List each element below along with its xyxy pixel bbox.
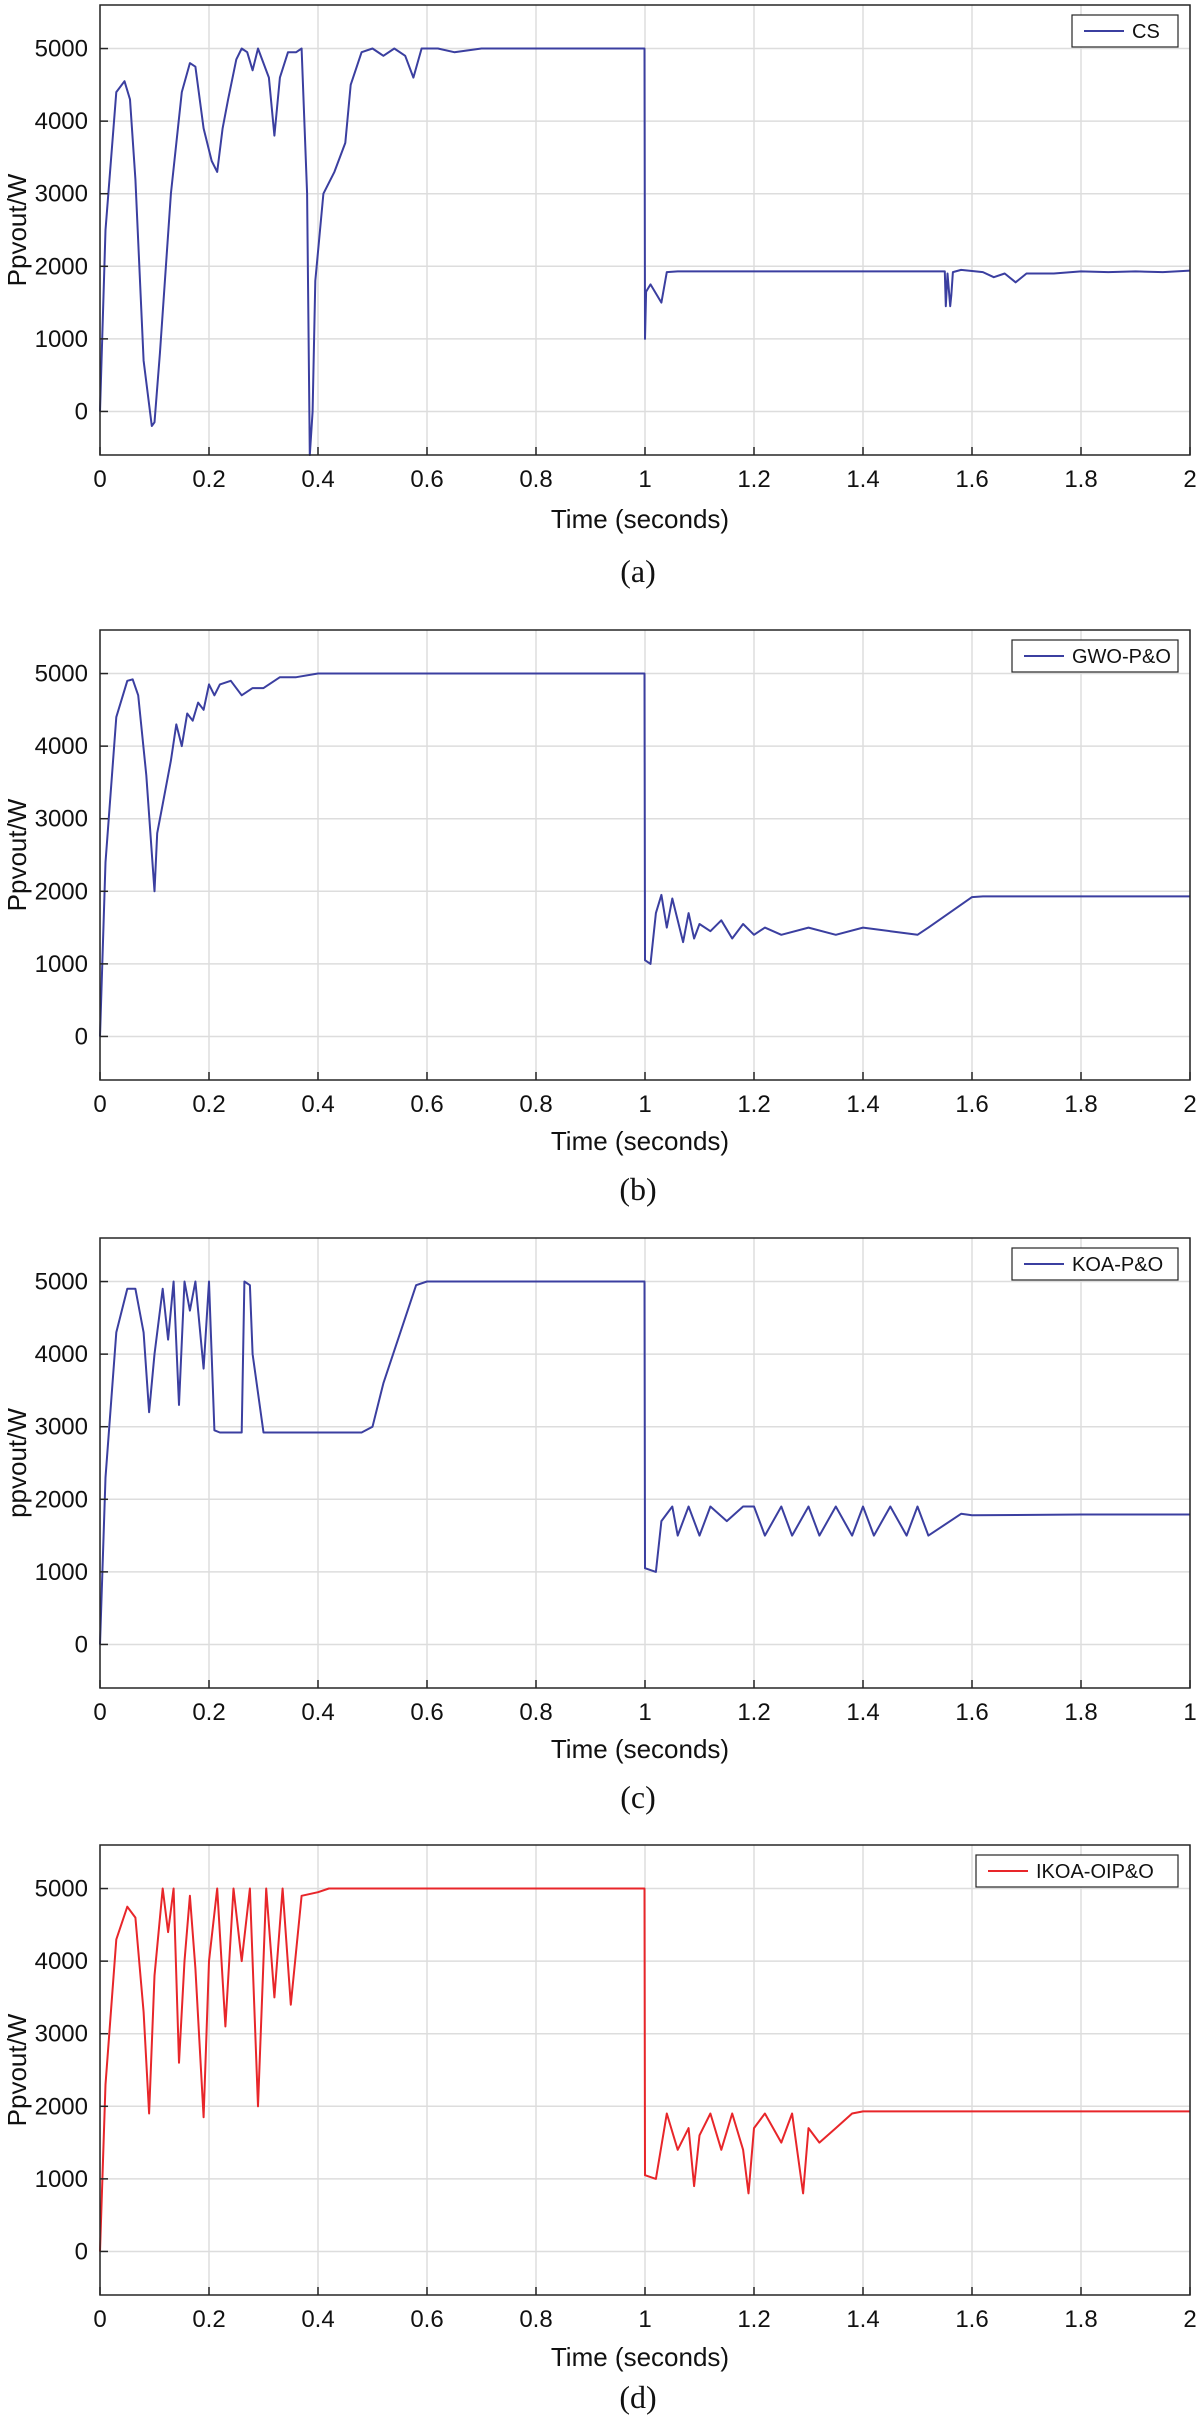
panel-caption: (b) (619, 1171, 656, 1207)
chart-panel-4: 0 0.2 0.4 0.6 0.8 1 1.2 1.4 1.6 1.8 2 0 1000 2000 3000… (2, 1844, 1197, 2415)
x-axis-label: Time (seconds) (551, 1126, 729, 1156)
x-tick-label: 1.6 (955, 1699, 988, 1726)
x-tick-label: 1 (638, 1091, 651, 1118)
legend-label: KOA-P&O (1072, 1254, 1163, 1276)
panel-caption: (a) (620, 553, 656, 589)
x-tick-label: 1.2 (737, 2306, 770, 2333)
x-tick-label: 0.6 (410, 466, 443, 493)
x-tick-label: 0.6 (410, 1699, 443, 1726)
y-tick-label: 1000 (35, 326, 88, 353)
y-tick-label: 3000 (35, 806, 88, 833)
x-tick-label: 1.2 (737, 1091, 770, 1118)
y-tick-label: 4000 (35, 733, 88, 760)
x-tick-label: 1 (1183, 1699, 1196, 1726)
y-tick-label: 5000 (35, 36, 88, 63)
x-tick-label: 1.8 (1064, 1091, 1097, 1118)
x-tick-label: 0 (93, 466, 106, 493)
x-tick-label: 0 (93, 1091, 106, 1118)
x-tick-label: 1.6 (955, 2306, 988, 2333)
x-tick-label: 1.6 (955, 1091, 988, 1118)
series-line-1 (99, 1887, 1190, 2252)
x-tick-label: 0 (93, 1699, 106, 1726)
x-tick-label: 0.6 (410, 1091, 443, 1118)
x-tick-label: 1.8 (1064, 2306, 1097, 2333)
x-tick-label: 0.8 (519, 1091, 552, 1118)
y-tick-label: 1000 (35, 2166, 88, 2193)
panel-caption: (c) (620, 1779, 656, 1815)
chart-panel-1: 0 0.2 0.4 0.6 0.8 1 1.2 1.4 1.6 1.8 2 0 1000 2000 3000… (2, 4, 1197, 589)
x-tick-label: 1.4 (846, 1699, 879, 1726)
x-axis-label: Time (seconds) (551, 2342, 729, 2372)
series-line-1 (99, 47, 1191, 456)
y-axis-label: Ppvout/W (2, 798, 32, 911)
legend: KOA-P&O (1011, 1247, 1179, 1281)
x-tick-label: 2 (1183, 1091, 1196, 1118)
x-tick-label: 1 (638, 2306, 651, 2333)
y-tick-label: 3000 (35, 1414, 88, 1441)
x-tick-label: 0.4 (301, 1699, 334, 1726)
y-tick-label: 4000 (35, 1341, 88, 1368)
x-tick-label: 0 (93, 2306, 106, 2333)
x-tick-label: 0.2 (192, 2306, 225, 2333)
y-axis-label: ppvout/W (2, 1408, 32, 1518)
y-tick-label: 5000 (35, 661, 88, 688)
legend-label: GWO-P&O (1072, 646, 1171, 668)
y-tick-label: 0 (75, 398, 88, 425)
x-tick-label: 0.4 (301, 2306, 334, 2333)
legend: IKOA-OIP&O (975, 1854, 1179, 1888)
x-tick-label: 1.4 (846, 1091, 879, 1118)
y-tick-label: 2000 (35, 1486, 88, 1513)
x-tick-label: 0.4 (301, 466, 334, 493)
x-tick-label: 0.4 (301, 1091, 334, 1118)
y-tick-label: 2000 (35, 878, 88, 905)
x-tick-label: 2 (1183, 466, 1196, 493)
series-line-1 (99, 672, 1190, 1037)
legend: GWO-P&O (1011, 639, 1179, 673)
x-axis-label: Time (seconds) (551, 504, 729, 534)
x-tick-label: 1 (638, 466, 651, 493)
y-tick-label: 2000 (35, 2093, 88, 2120)
y-axis-label: Ppvout/W (2, 2013, 32, 2126)
y-tick-label: 1000 (35, 1559, 88, 1586)
x-tick-label: 1.4 (846, 2306, 879, 2333)
y-tick-label: 3000 (35, 2021, 88, 2048)
y-axis-label: Ppvout/W (2, 173, 32, 286)
x-tick-label: 0.8 (519, 1699, 552, 1726)
y-tick-label: 0 (75, 1023, 88, 1050)
chart-panel-2: 0 0.2 0.4 0.6 0.8 1 1.2 1.4 1.6 1.8 2 0 1000 2000 3000… (2, 629, 1197, 1207)
y-tick-label: 4000 (35, 1948, 88, 1975)
x-tick-label: 1.6 (955, 466, 988, 493)
y-tick-label: 4000 (35, 108, 88, 135)
x-tick-label: 0.2 (192, 466, 225, 493)
x-tick-label: 0.8 (519, 466, 552, 493)
x-tick-label: 1.8 (1064, 466, 1097, 493)
x-tick-label: 0.2 (192, 1091, 225, 1118)
y-tick-label: 3000 (35, 181, 88, 208)
x-tick-label: 2 (1183, 2306, 1196, 2333)
series-line-1 (99, 1280, 1190, 1645)
y-tick-label: 1000 (35, 951, 88, 978)
x-tick-label: 1.2 (737, 466, 770, 493)
x-tick-label: 0.2 (192, 1699, 225, 1726)
x-tick-label: 1.8 (1064, 1699, 1097, 1726)
y-tick-label: 2000 (35, 253, 88, 280)
y-tick-label: 5000 (35, 1269, 88, 1296)
legend-label: IKOA-OIP&O (1036, 1861, 1154, 1883)
y-tick-label: 0 (75, 2238, 88, 2265)
legend-label: CS (1132, 21, 1160, 43)
x-tick-label: 0.8 (519, 2306, 552, 2333)
x-tick-label: 1.4 (846, 466, 879, 493)
y-tick-label: 0 (75, 1631, 88, 1658)
x-tick-label: 0.6 (410, 2306, 443, 2333)
panel-caption: (d) (619, 2379, 656, 2415)
x-tick-label: 1 (638, 1699, 651, 1726)
y-tick-label: 5000 (35, 1876, 88, 1903)
legend: CS (1071, 14, 1179, 48)
x-axis-label: Time (seconds) (551, 1734, 729, 1764)
x-tick-label: 1.2 (737, 1699, 770, 1726)
chart-panel-3: 0 0.2 0.4 0.6 0.8 1 1.2 1.4 1.6 1.8 1 0 1000 2000 3000… (2, 1237, 1197, 1815)
